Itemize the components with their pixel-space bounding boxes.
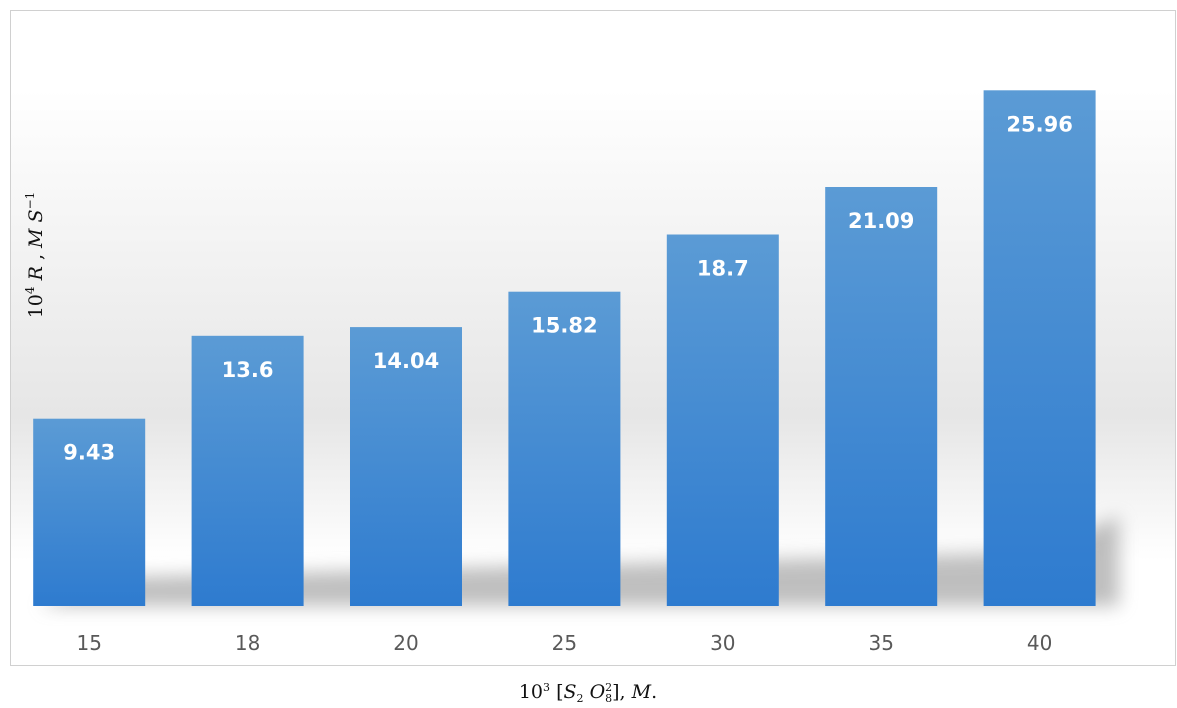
x-tick-label: 30 xyxy=(710,631,735,655)
x-axis-label: 103 [S2 O2 8], M. xyxy=(519,681,657,705)
bar-15 xyxy=(33,418,146,606)
bar-18 xyxy=(191,335,304,606)
x-tick-label: 25 xyxy=(552,631,577,655)
x-tick-label: 18 xyxy=(235,631,260,655)
bar-data-label: 25.96 xyxy=(1006,112,1072,136)
bar-30 xyxy=(666,234,779,606)
bar-35 xyxy=(825,187,938,606)
x-tick-label: 20 xyxy=(393,631,418,655)
bar-data-label: 13.6 xyxy=(222,358,274,382)
x-tick-label: 40 xyxy=(1027,631,1052,655)
x-tick-label: 15 xyxy=(76,631,101,655)
bar-data-label: 14.04 xyxy=(373,349,439,373)
y-axis-label: 104 R , M S−1 xyxy=(23,192,47,319)
bar-data-label: 9.43 xyxy=(63,441,115,465)
bar-data-label: 15.82 xyxy=(531,314,597,338)
bar-25 xyxy=(508,291,621,606)
bar-data-label: 21.09 xyxy=(848,209,914,233)
x-tick-label: 35 xyxy=(868,631,893,655)
bar-data-label: 18.7 xyxy=(697,257,749,281)
bar-20 xyxy=(350,327,462,606)
bar-40 xyxy=(983,90,1096,607)
